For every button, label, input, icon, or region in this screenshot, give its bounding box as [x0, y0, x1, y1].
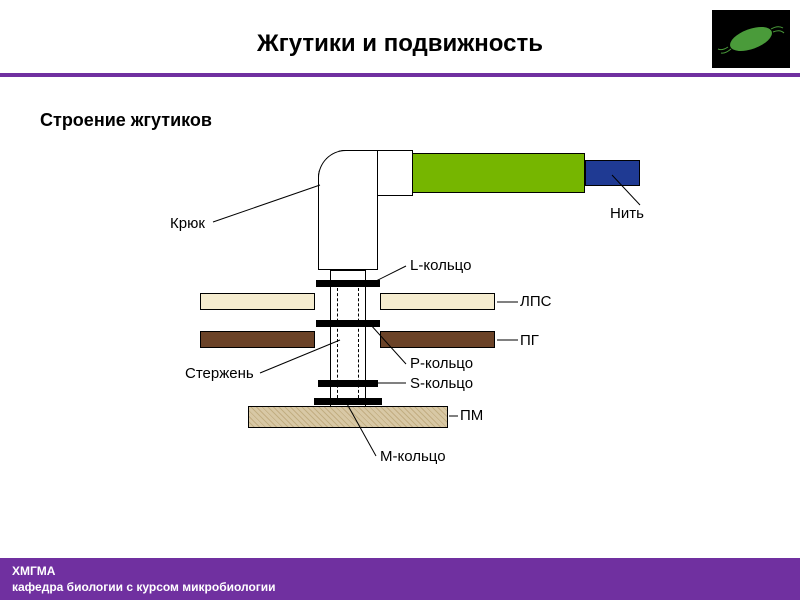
footer-bar: ХМГМА кафедра биологии с курсом микробио…	[0, 558, 800, 600]
footer-line-1: ХМГМА	[12, 564, 788, 580]
bacterium-logo	[712, 10, 790, 68]
label-s-ring: S-кольцо	[410, 375, 473, 392]
bacterium-icon	[716, 19, 786, 59]
leader-lines	[0, 140, 800, 550]
label-l-ring: L-кольцо	[410, 257, 471, 274]
label-rod: Стержень	[185, 365, 254, 382]
flagellum-diagram: Крюк Нить L-кольцо ЛПС ПГ P-кольцо S-кол…	[0, 140, 800, 550]
label-m-ring: M-кольцо	[380, 448, 446, 465]
label-pg: ПГ	[520, 332, 539, 349]
label-pm: ПМ	[460, 407, 483, 424]
label-lps: ЛПС	[520, 293, 551, 310]
label-p-ring: P-кольцо	[410, 355, 473, 372]
label-thread: Нить	[610, 205, 644, 222]
footer-line-2: кафедра биологии с курсом микробиологии	[12, 580, 788, 596]
label-hook: Крюк	[170, 215, 205, 232]
section-subtitle: Строение жгутиков	[40, 110, 212, 131]
page-title: Жгутики и подвижность	[0, 30, 800, 58]
header-accent-bar	[0, 73, 800, 77]
